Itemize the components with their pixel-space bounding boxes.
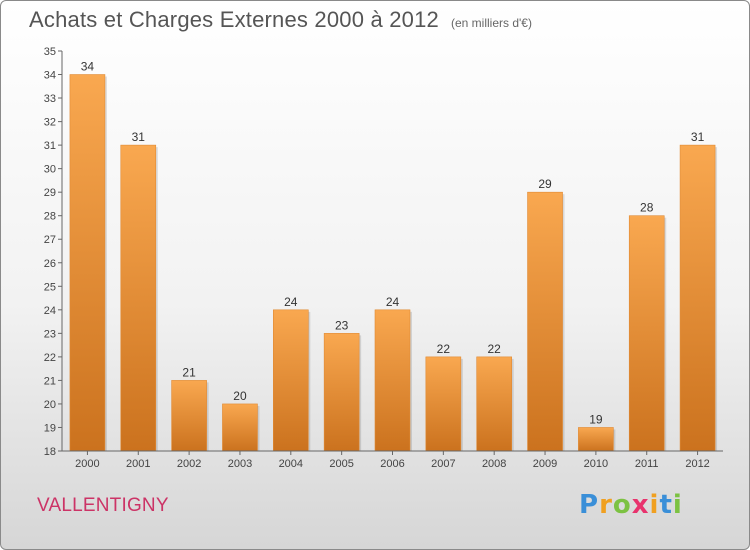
data-label: 31 — [691, 130, 705, 144]
bar-2001 — [120, 144, 157, 452]
data-label: 19 — [589, 412, 603, 426]
x-tick-label: 2009 — [533, 458, 557, 470]
x-tick-label: 2004 — [279, 458, 303, 470]
data-label: 20 — [233, 389, 247, 403]
y-tick-label: 23 — [44, 328, 56, 340]
x-tick-label: 2011 — [635, 458, 659, 470]
x-tick-label: 2003 — [228, 458, 252, 470]
y-tick-label: 27 — [44, 234, 56, 246]
bars: 34 31 21 20 24 23 24 22 22 29 19 28 31 — [69, 60, 718, 452]
y-tick-label: 35 — [44, 46, 56, 58]
y-tick-label: 18 — [44, 446, 56, 458]
chart-title: Achats et Charges Externes 2000 à 2012 (e… — [29, 7, 532, 32]
bar-2002 — [171, 380, 207, 452]
proxiti-logo: Proxiti — [579, 490, 683, 520]
data-label: 21 — [182, 365, 196, 379]
x-tick-label: 2012 — [685, 458, 709, 470]
y-tick-label: 25 — [44, 281, 56, 293]
data-label: 34 — [81, 60, 95, 74]
bar-2009 — [527, 191, 563, 452]
y-tick-label: 19 — [44, 422, 56, 434]
chart-subtitle: (en milliers d'€) — [450, 16, 532, 30]
x-tick-label: 2008 — [482, 458, 506, 470]
data-label: 23 — [335, 318, 349, 332]
bar-2010 — [578, 427, 614, 452]
y-tick-label: 30 — [44, 164, 56, 176]
x-tick-label: 2010 — [584, 458, 608, 470]
data-label: 31 — [132, 130, 146, 144]
x-tick-label: 2001 — [126, 458, 150, 470]
commune-name: VALLENTIGNY — [37, 495, 169, 516]
data-label: 28 — [640, 201, 654, 215]
x-tick-label: 2002 — [177, 458, 201, 470]
y-tick-label: 22 — [44, 352, 56, 364]
bar-2011 — [628, 215, 665, 452]
y-tick-label: 26 — [44, 258, 56, 270]
y-tick-label: 29 — [44, 187, 56, 199]
y-tick-label: 24 — [44, 305, 56, 317]
y-tick-label: 31 — [44, 140, 56, 152]
x-tick-label: 2000 — [75, 458, 99, 470]
data-label: 22 — [437, 342, 451, 356]
x-axis: 2000 2001 2002 2003 2004 2005 2006 2007 2008 2009… — [62, 450, 723, 470]
bar-2008 — [476, 356, 512, 452]
x-tick-label: 2006 — [380, 458, 404, 470]
y-tick-label: 20 — [44, 399, 56, 411]
y-tick-label: 33 — [44, 93, 56, 105]
bar-2000 — [69, 74, 106, 452]
data-label: 29 — [538, 177, 552, 191]
bar-2006 — [374, 309, 411, 452]
y-tick-label: 28 — [44, 211, 56, 223]
data-label: 24 — [284, 295, 298, 309]
bar-2004 — [273, 309, 309, 452]
y-tick-label: 34 — [44, 70, 56, 82]
data-label: 22 — [488, 342, 502, 356]
x-tick-label: 2007 — [431, 458, 455, 470]
data-label: 24 — [386, 295, 400, 309]
x-tick-label: 2005 — [329, 458, 353, 470]
bar-2007 — [425, 356, 462, 452]
bar-2012 — [679, 144, 716, 452]
y-tick-label: 32 — [44, 117, 56, 129]
bar-2003 — [222, 403, 258, 452]
y-tick-label: 21 — [44, 375, 56, 387]
y-axis: 18 19 20 21 22 23 24 25 26 27 28 29 30 31 32 33 34 35 — [44, 46, 63, 458]
bar-2005 — [323, 333, 360, 452]
